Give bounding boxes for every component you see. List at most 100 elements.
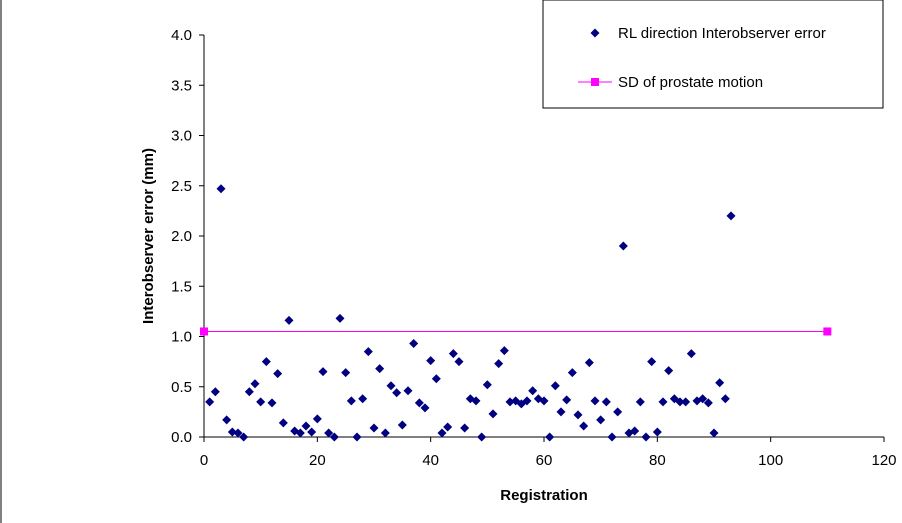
rl-error-point bbox=[216, 184, 226, 194]
rl-error-point bbox=[482, 380, 492, 390]
rl-error-point bbox=[613, 407, 623, 417]
rl-error-point bbox=[448, 349, 458, 359]
rl-error-point bbox=[715, 378, 725, 388]
series-layer bbox=[200, 184, 832, 442]
rl-error-point bbox=[471, 396, 481, 406]
rl-error-point bbox=[494, 359, 504, 369]
rl-error-point bbox=[675, 397, 685, 407]
rl-error-point bbox=[584, 358, 594, 368]
rl-error-point bbox=[233, 428, 243, 438]
rl-error-point bbox=[499, 346, 509, 356]
x-tick-label: 20 bbox=[309, 452, 326, 469]
rl-error-point bbox=[703, 398, 713, 408]
x-ticks: 0 20 40 60 80 100 120 bbox=[200, 437, 897, 469]
rl-error-point bbox=[346, 396, 356, 406]
rl-error-point bbox=[409, 339, 419, 349]
x-tick-label: 100 bbox=[758, 452, 783, 469]
rl-error-point bbox=[590, 396, 600, 406]
rl-error-point bbox=[341, 368, 351, 378]
rl-error-point bbox=[505, 397, 515, 407]
rl-error-point bbox=[562, 395, 572, 405]
y-tick-label: 2.5 bbox=[171, 178, 192, 195]
rl-error-point bbox=[635, 397, 645, 407]
rl-error-point bbox=[222, 415, 232, 425]
y-tick-label: 3.0 bbox=[171, 128, 192, 145]
rl-error-point bbox=[301, 421, 311, 431]
rl-error-point bbox=[539, 396, 549, 406]
rl-error-point bbox=[454, 357, 464, 367]
legend: RL direction Interobserver error SD of p… bbox=[542, 0, 884, 109]
y-ticks: 0.0 0.5 1.0 1.5 2.0 2.5 3.0 3.5 4.0 bbox=[171, 27, 204, 446]
rl-error-point bbox=[261, 357, 271, 367]
rl-error-point bbox=[545, 432, 555, 442]
legend-diamond-marker bbox=[590, 28, 600, 38]
rl-error-point bbox=[380, 428, 390, 438]
rl-error-point bbox=[488, 409, 498, 419]
rl-error-point bbox=[618, 241, 628, 251]
rl-error-point bbox=[630, 426, 640, 436]
rl-error-point bbox=[720, 394, 730, 404]
rl-error-point bbox=[460, 423, 470, 433]
rl-error-point bbox=[550, 381, 560, 391]
rl-error-point bbox=[318, 367, 328, 377]
y-tick-label: 3.5 bbox=[171, 77, 192, 94]
rl-error-point bbox=[363, 347, 373, 357]
rl-error-point bbox=[596, 415, 606, 425]
sd-motion-marker bbox=[823, 327, 832, 336]
rl-error-point bbox=[414, 398, 424, 408]
x-tick-label: 120 bbox=[871, 452, 896, 469]
rl-error-point bbox=[278, 418, 288, 428]
rl-error-point bbox=[556, 407, 566, 417]
rl-error-point bbox=[641, 432, 651, 442]
rl-error-point bbox=[329, 432, 339, 442]
rl-error-point bbox=[420, 403, 430, 413]
rl-error-point bbox=[443, 422, 453, 432]
rl-error-point bbox=[681, 397, 691, 407]
rl-error-point bbox=[244, 387, 254, 397]
rl-error-point bbox=[528, 386, 538, 396]
rl-error-point bbox=[652, 427, 662, 437]
y-tick-label: 1.0 bbox=[171, 329, 192, 346]
rl-error-point bbox=[239, 432, 249, 442]
rl-error-point bbox=[256, 397, 266, 407]
rl-error-point bbox=[426, 356, 436, 366]
rl-error-point bbox=[312, 414, 322, 424]
y-axis-title: Interobserver error (mm) bbox=[140, 148, 157, 324]
rl-error-point bbox=[392, 388, 402, 398]
y-tick-label: 0.5 bbox=[171, 379, 192, 396]
rl-error-point bbox=[324, 428, 334, 438]
rl-error-point bbox=[607, 432, 617, 442]
rl-error-point bbox=[403, 386, 413, 396]
x-tick-label: 60 bbox=[536, 452, 553, 469]
rl-error-point bbox=[267, 398, 277, 408]
rl-error-point bbox=[437, 428, 447, 438]
y-tick-label: 2.0 bbox=[171, 228, 192, 245]
legend-square-marker bbox=[591, 78, 599, 86]
rl-error-point bbox=[273, 369, 283, 379]
rl-error-point bbox=[522, 396, 532, 406]
x-tick-label: 40 bbox=[422, 452, 439, 469]
rl-error-point bbox=[307, 427, 317, 437]
rl-error-point bbox=[250, 379, 260, 389]
rl-error-point bbox=[210, 387, 220, 397]
rl-error-point bbox=[698, 394, 708, 404]
y-tick-label: 4.0 bbox=[171, 27, 192, 44]
rl-error-point bbox=[352, 432, 362, 442]
rl-error-point bbox=[647, 357, 657, 367]
rl-error-point bbox=[295, 428, 305, 438]
rl-error-point bbox=[369, 423, 379, 433]
rl-error-point bbox=[397, 420, 407, 430]
rl-error-point bbox=[205, 397, 215, 407]
rl-error-point bbox=[601, 397, 611, 407]
legend-label-rl-error: RL direction Interobserver error bbox=[618, 25, 826, 42]
rl-error-point bbox=[664, 366, 674, 376]
x-tick-label: 80 bbox=[649, 452, 666, 469]
legend-label-sd-motion: SD of prostate motion bbox=[618, 74, 763, 91]
rl-error-point bbox=[567, 368, 577, 378]
rl-error-point bbox=[284, 315, 294, 325]
x-tick-label: 0 bbox=[200, 452, 208, 469]
rl-error-point bbox=[579, 421, 589, 431]
rl-error-point bbox=[726, 211, 736, 221]
rl-error-point bbox=[658, 397, 668, 407]
